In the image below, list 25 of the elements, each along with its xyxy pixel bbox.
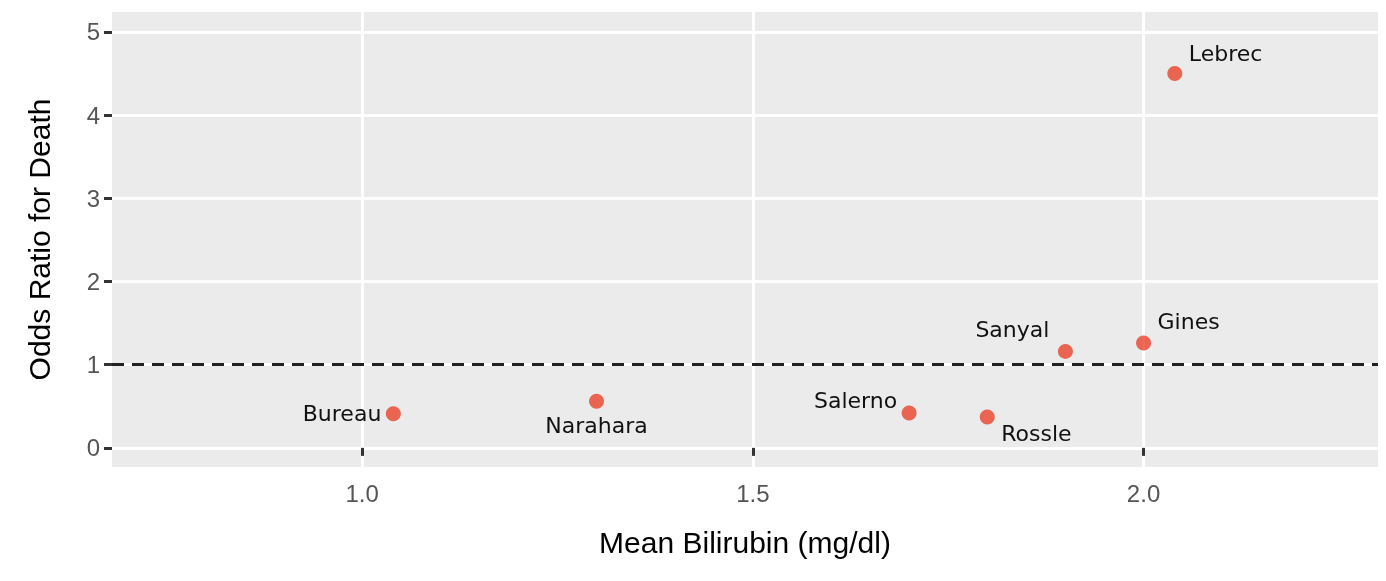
y-tick-label: 0 [86,434,100,462]
y-tick-label: 4 [86,101,100,129]
annotation: Bureau [302,401,382,427]
annotation: Narahara [545,412,648,438]
point [901,405,917,421]
point [1136,335,1152,351]
x-tick-label: 2.0 [1126,479,1161,507]
point [589,393,605,409]
y-tick-label: 2 [86,268,100,296]
y-tick-label: 5 [86,18,100,46]
y-tick-label: 1 [86,351,100,379]
y-axis-title: Odds Ratio for Death [22,98,56,381]
x-tick-label: 1.5 [736,479,770,507]
annotation: Sanyal [975,316,1050,342]
point [1167,66,1183,82]
x-tick-label: 1.0 [345,479,379,507]
x-axis-title: Mean Bilirubin (mg/dl) [599,525,891,559]
annotation: Lebrec [1188,41,1263,67]
point [385,406,401,422]
y-tick-label: 3 [86,184,100,212]
point [979,409,995,425]
point [1057,343,1073,359]
annotation: Gines [1157,308,1220,334]
annotation: Salerno [813,388,898,414]
annotation: Rossle [1001,420,1072,446]
